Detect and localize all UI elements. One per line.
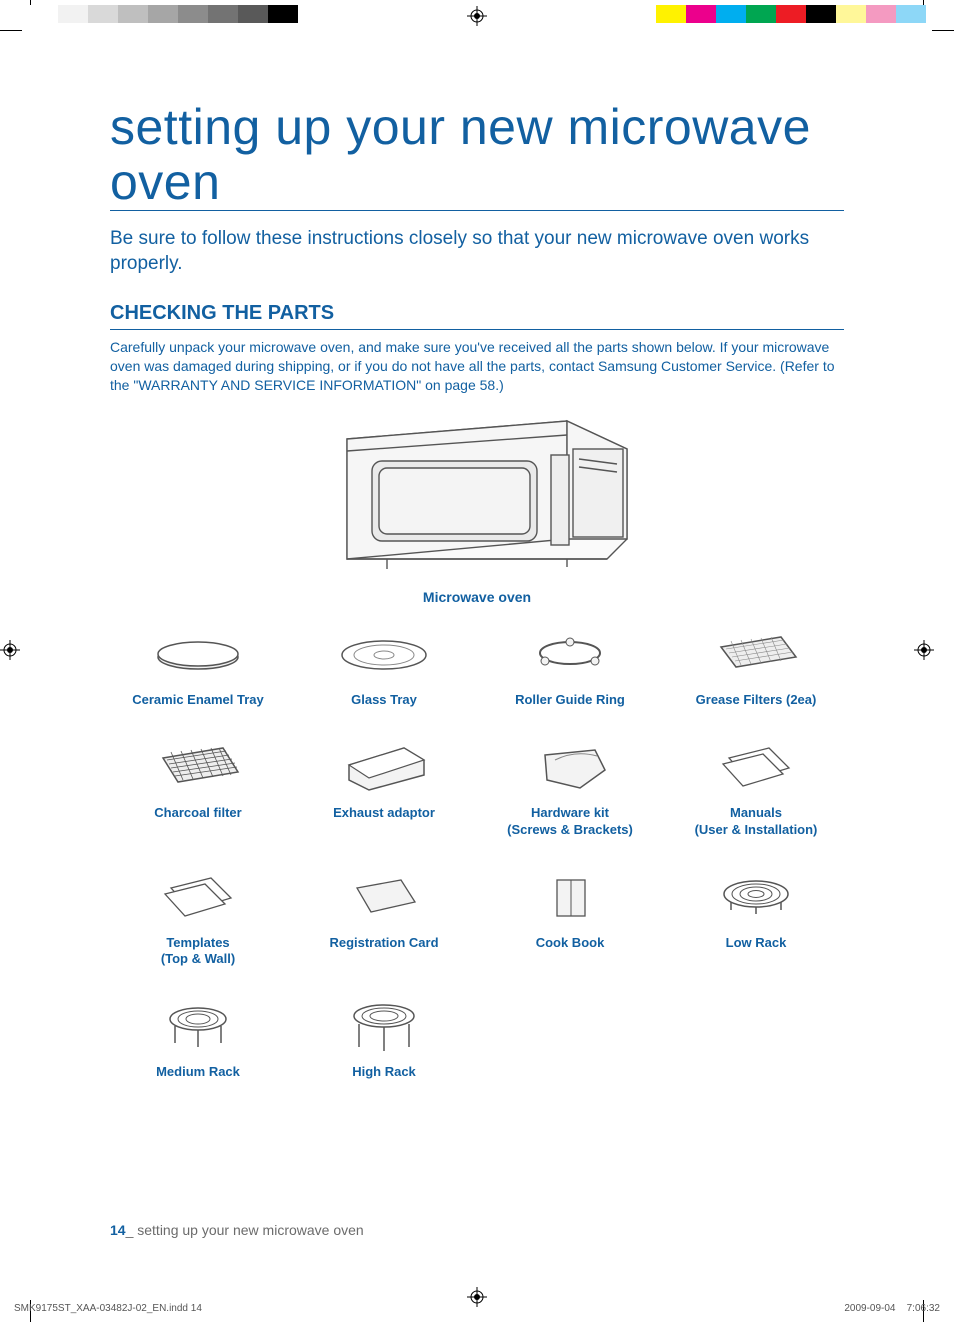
swatch: [806, 5, 836, 23]
part-item: Charcoal filter: [110, 740, 286, 838]
registration-mark-icon: [914, 640, 934, 660]
grease-filter-icon: [711, 627, 801, 682]
part-label: Hardware kit (Screws & Brackets): [507, 805, 633, 838]
color-bar-right: [626, 5, 926, 23]
color-bar-left: [28, 5, 328, 23]
page-subtitle: Be sure to follow these instructions clo…: [110, 227, 844, 276]
part-label: Manuals (User & Installation): [695, 805, 818, 838]
swatch: [716, 5, 746, 23]
part-item: Grease Filters (2ea): [668, 627, 844, 708]
roller-ring-icon: [525, 627, 615, 682]
swatch: [626, 5, 656, 23]
page-title: setting up your new microwave oven: [110, 100, 844, 211]
part-label: Ceramic Enamel Tray: [132, 692, 264, 708]
part-label: Low Rack: [726, 935, 787, 951]
swatch: [118, 5, 148, 23]
part-item: Exhaust adaptor: [296, 740, 472, 838]
microwave-icon: [307, 409, 647, 579]
glass-tray-icon: [339, 627, 429, 682]
swatch: [88, 5, 118, 23]
medium-rack-icon: [153, 999, 243, 1054]
reg-card-icon: [339, 870, 429, 925]
parts-grid: Ceramic Enamel Tray Glass Tray Roller Guid…: [110, 627, 844, 1081]
part-label: Roller Guide Ring: [515, 692, 625, 708]
part-item: Roller Guide Ring: [482, 627, 658, 708]
tray-oval-icon: [153, 627, 243, 682]
swatch: [896, 5, 926, 23]
slug-time: 7:06:32: [907, 1303, 940, 1314]
part-label: Grease Filters (2ea): [696, 692, 817, 708]
registration-mark-icon: [0, 640, 20, 660]
print-slug: SMK9175ST_XAA-03482J-02_EN.indd 14 2009-…: [14, 1303, 940, 1314]
section-heading: CHECKING THE PARTS: [110, 302, 844, 330]
slug-file: SMK9175ST_XAA-03482J-02_EN.indd 14: [14, 1303, 202, 1314]
crop-mark: [0, 30, 22, 31]
part-item: Registration Card: [296, 870, 472, 968]
slug-date: 2009-09-04: [844, 1303, 895, 1314]
swatch: [268, 5, 298, 23]
part-item: Hardware kit (Screws & Brackets): [482, 740, 658, 838]
part-label: Glass Tray: [351, 692, 417, 708]
swatch: [866, 5, 896, 23]
part-label: Registration Card: [329, 935, 438, 951]
part-item: Manuals (User & Installation): [668, 740, 844, 838]
part-label: Exhaust adaptor: [333, 805, 435, 821]
part-item: Cook Book: [482, 870, 658, 968]
part-label: High Rack: [352, 1064, 416, 1080]
part-item: High Rack: [296, 999, 472, 1080]
low-rack-icon: [711, 870, 801, 925]
part-item: Ceramic Enamel Tray: [110, 627, 286, 708]
part-label: Cook Book: [536, 935, 605, 951]
part-label: Templates (Top & Wall): [161, 935, 235, 968]
page-footer: 14_ setting up your new microwave oven: [110, 1222, 364, 1238]
manuals-icon: [711, 740, 801, 795]
swatch: [298, 5, 328, 23]
swatch: [746, 5, 776, 23]
swatch: [656, 5, 686, 23]
hardware-kit-icon: [525, 740, 615, 795]
charcoal-filter-icon: [153, 740, 243, 795]
crop-mark: [932, 30, 954, 31]
swatch: [686, 5, 716, 23]
swatch: [148, 5, 178, 23]
swatch: [58, 5, 88, 23]
registration-mark-icon: [467, 6, 487, 26]
part-item: Templates (Top & Wall): [110, 870, 286, 968]
templates-icon: [153, 870, 243, 925]
microwave-figure: Microwave oven: [110, 409, 844, 605]
part-item: Medium Rack: [110, 999, 286, 1080]
part-label: Medium Rack: [156, 1064, 240, 1080]
swatch: [178, 5, 208, 23]
swatch: [836, 5, 866, 23]
page-content: setting up your new microwave oven Be su…: [40, 40, 914, 1282]
footer-page-number: 14: [110, 1222, 126, 1238]
cook-book-icon: [525, 870, 615, 925]
microwave-label: Microwave oven: [423, 589, 531, 605]
footer-text: _ setting up your new microwave oven: [126, 1222, 364, 1238]
part-item: Low Rack: [668, 870, 844, 968]
section-body: Carefully unpack your microwave oven, an…: [110, 338, 844, 395]
part-label: Charcoal filter: [154, 805, 241, 821]
exhaust-adaptor-icon: [339, 740, 429, 795]
swatch: [208, 5, 238, 23]
swatch: [28, 5, 58, 23]
high-rack-icon: [339, 999, 429, 1054]
swatch: [776, 5, 806, 23]
swatch: [238, 5, 268, 23]
part-item: Glass Tray: [296, 627, 472, 708]
